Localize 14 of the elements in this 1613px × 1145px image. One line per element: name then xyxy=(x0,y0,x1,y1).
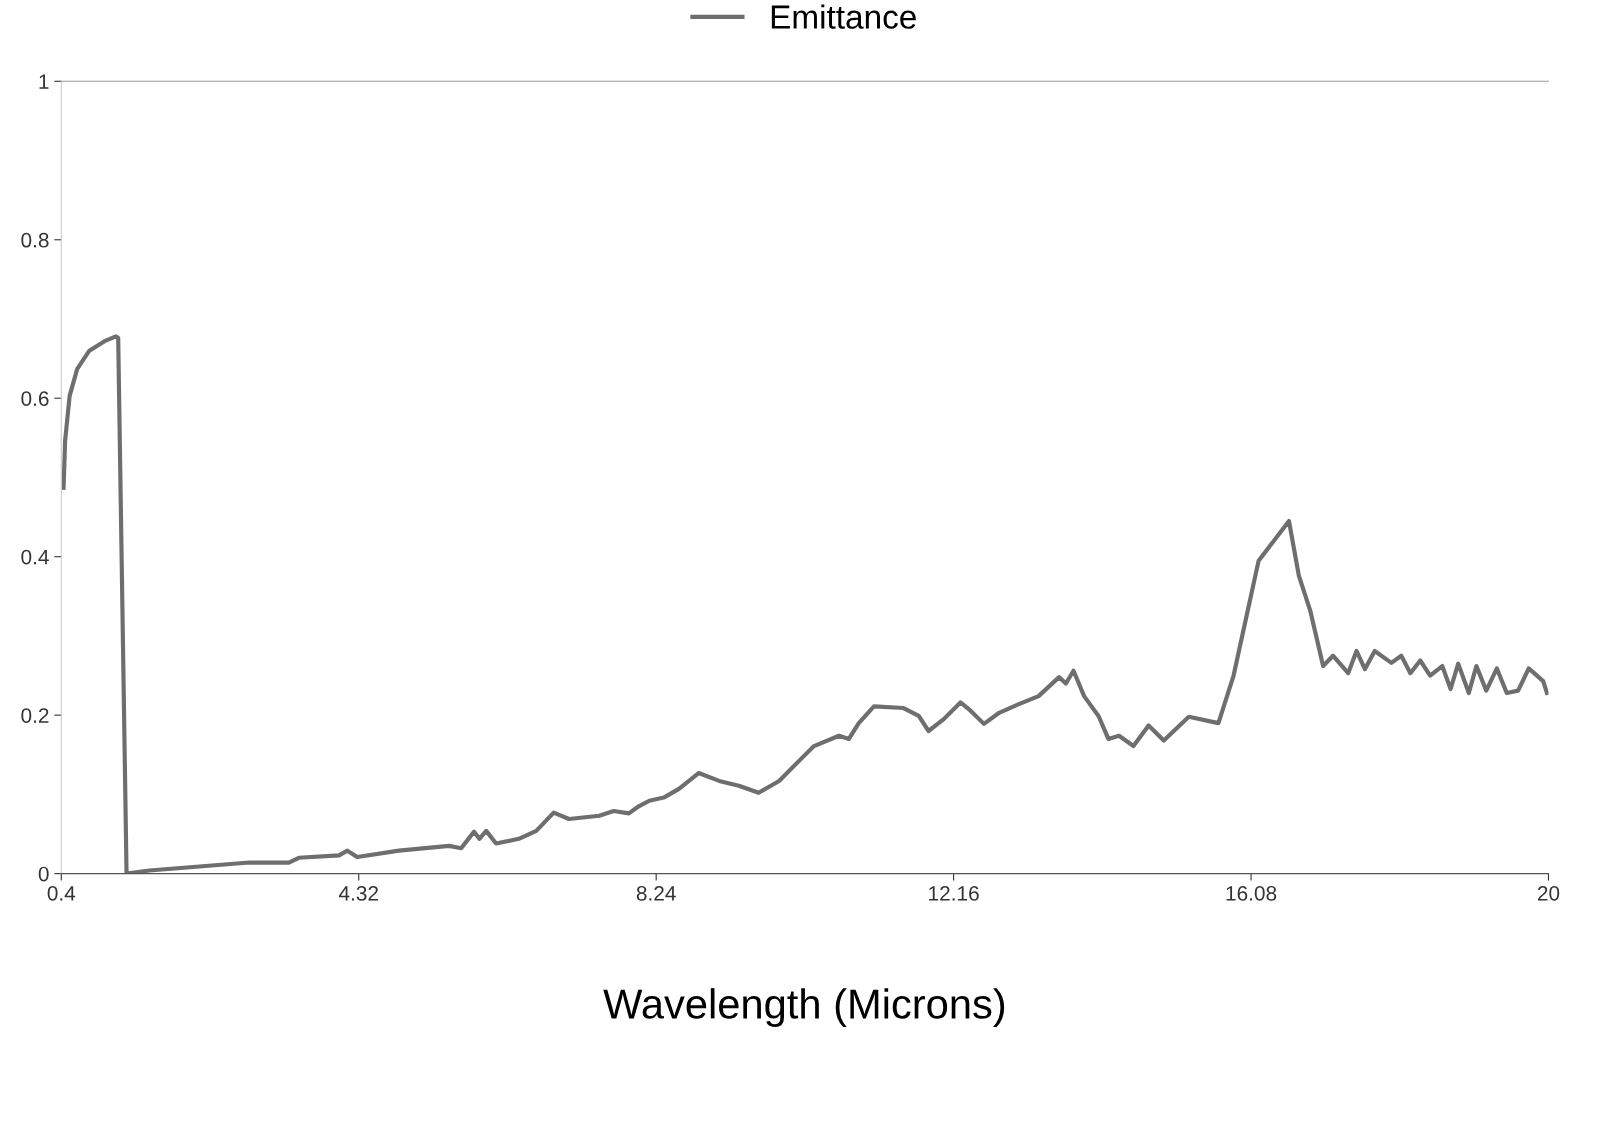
x-tick-label: 4.32 xyxy=(338,885,378,901)
y-tick-label: 1 xyxy=(39,74,49,89)
y-tick-label: 0.4 xyxy=(21,549,49,565)
x-tick-label: 8.24 xyxy=(636,885,676,901)
x-axis-title: Wavelength (Microns) xyxy=(603,988,1005,1028)
x-tick-label: 16.08 xyxy=(1226,885,1277,901)
y-tick-label: 0 xyxy=(38,866,49,882)
line-series xyxy=(61,334,1549,874)
x-tick-label: 20 xyxy=(1537,885,1560,901)
y-tick-label: 0.6 xyxy=(21,391,49,406)
legend-label: Emittance xyxy=(771,4,916,29)
x-tick-label: 12.16 xyxy=(929,885,979,901)
y-tick-label: 0.2 xyxy=(21,708,49,723)
y-tick-label: 0.8 xyxy=(21,232,49,248)
